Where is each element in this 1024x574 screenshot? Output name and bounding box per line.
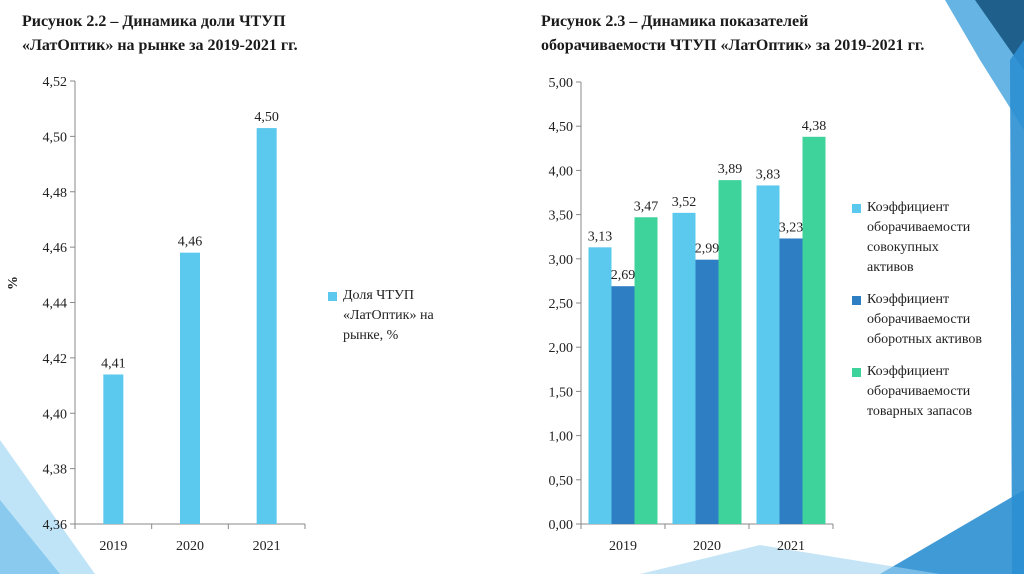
chart2-legend-item-current-assets: Коэффициент оборачиваемости оборотных ак… (852, 290, 1020, 350)
decor-bottom-left-2 (0, 500, 60, 574)
chart1-data-label: 4,41 (101, 356, 126, 371)
chart2-x-tick-label: 2020 (693, 539, 721, 554)
chart2-y-tick-label: 1,50 (549, 385, 574, 400)
chart2-data-label: 3,89 (718, 162, 743, 177)
chart1-y-tick-label: 4,36 (43, 518, 68, 533)
chart2-y-tick-label: 3,00 (549, 253, 574, 268)
chart2-y-tick-label: 0,50 (549, 474, 574, 489)
decor-right-strip (1010, 40, 1024, 574)
chart1-x-tick-label: 2021 (253, 539, 281, 554)
chart2-bar (802, 136, 826, 525)
chart1-y-tick-label: 4,40 (43, 407, 68, 422)
chart2-data-label: 4,38 (802, 119, 827, 134)
chart2-legend: Коэффициент оборачиваемости совокупных а… (852, 198, 1020, 434)
chart2-bar (779, 238, 803, 524)
chart2-data-label: 3,47 (634, 199, 659, 214)
chart1-y-tick-label: 4,44 (43, 297, 68, 312)
chart1-share-bar-chart: 4,36 4,38 4,40 4,42 4,44 4,46 4,48 4,50 4,52 2019… (43, 75, 306, 554)
chart2-legend-label-inventory: Коэффициент оборачиваемости товарных зап… (867, 364, 973, 419)
chart2-data-label: 2,99 (695, 242, 720, 257)
chart2-data-label: 3,13 (588, 229, 613, 244)
chart1-data-label: 4,46 (178, 235, 203, 250)
chart2-x-tick-label: 2019 (609, 539, 637, 554)
chart1-bar (103, 374, 124, 524)
chart2-y-tick-label: 4,50 (549, 120, 574, 135)
chart2-y-tick-label: 1,00 (549, 430, 574, 445)
chart1-bar (180, 252, 200, 524)
chart2-x-tick-label: 2021 (777, 539, 805, 554)
chart1-y-tick-label: 4,48 (43, 186, 68, 201)
chart2-legend-label-current-assets: Коэффициент оборачиваемости оборотных ак… (867, 292, 983, 347)
legend-swatch-green (852, 368, 861, 377)
chart1-y-tick-label: 4,52 (43, 75, 68, 90)
chart2-bar (672, 212, 696, 524)
decor-bottom-right (880, 490, 1024, 574)
chart1-y-tick-label: 4,42 (43, 352, 68, 367)
decor-bottom-right-2 (640, 545, 940, 574)
chart1-title-line1: Рисунок 2.2 – Динамика доли ЧТУП (22, 13, 286, 30)
chart2-bar (718, 180, 742, 524)
chart1-y-tick-label: 4,38 (43, 463, 68, 478)
legend-swatch-light-blue (328, 292, 337, 301)
chart2-data-label: 2,69 (611, 268, 636, 283)
chart2-bar (611, 286, 635, 524)
chart1-y-tick-label: 4,50 (43, 130, 68, 145)
chart1-data-label: 4,50 (254, 110, 279, 125)
legend-swatch-light-blue (852, 204, 861, 213)
chart2-legend-label-total-assets: Коэффициент оборачиваемости совокупных а… (867, 200, 971, 275)
chart2-bar (695, 259, 719, 524)
chart2-title-line2: оборачиваемости ЧТУП «ЛатОптик» за 2019-… (541, 37, 925, 54)
chart1-title-line2: «ЛатОптик» на рынке за 2019-2021 гг. (22, 37, 298, 54)
chart2-y-tick-label: 2,50 (549, 297, 574, 312)
chart1-y-tick-label: 4,46 (43, 241, 68, 256)
chart1-bar (256, 128, 277, 524)
chart2-y-tick-label: 2,00 (549, 341, 574, 356)
chart1-legend: Доля ЧТУП «ЛатОптик» на рынке, % (328, 286, 468, 358)
chart2-bar (756, 185, 780, 525)
chart2-y-tick-label: 0,00 (549, 518, 574, 533)
chart2-legend-item-inventory: Коэффициент оборачиваемости товарных зап… (852, 362, 1020, 422)
chart1-title: Рисунок 2.2 – Динамика доли ЧТУП «ЛатОпт… (22, 10, 298, 58)
chart2-bar (634, 217, 658, 524)
chart2-y-tick-label: 5,00 (549, 76, 574, 91)
decor-top-right-dark (975, 0, 1024, 70)
chart1-legend-label: Доля ЧТУП «ЛатОптик» на рынке, % (343, 288, 434, 343)
chart1-x-tick-label: 2020 (176, 539, 204, 554)
chart2-data-label: 3,83 (756, 167, 781, 182)
chart2-title: Рисунок 2.3 – Динамика показателей обора… (541, 10, 924, 58)
legend-swatch-dark-blue (852, 296, 861, 305)
chart2-data-label: 3,52 (672, 195, 697, 210)
chart2-data-label: 3,23 (779, 220, 804, 235)
chart1-x-tick-label: 2019 (99, 539, 127, 554)
chart2-legend-item-total-assets: Коэффициент оборачиваемости совокупных а… (852, 198, 1020, 278)
chart2-y-tick-label: 3,50 (549, 209, 574, 224)
chart2-bar (588, 247, 612, 525)
chart1-legend-item: Доля ЧТУП «ЛатОптик» на рынке, % (328, 286, 468, 346)
chart2-y-tick-label: 4,00 (549, 164, 574, 179)
chart2-title-line1: Рисунок 2.3 – Динамика показателей (541, 13, 809, 30)
